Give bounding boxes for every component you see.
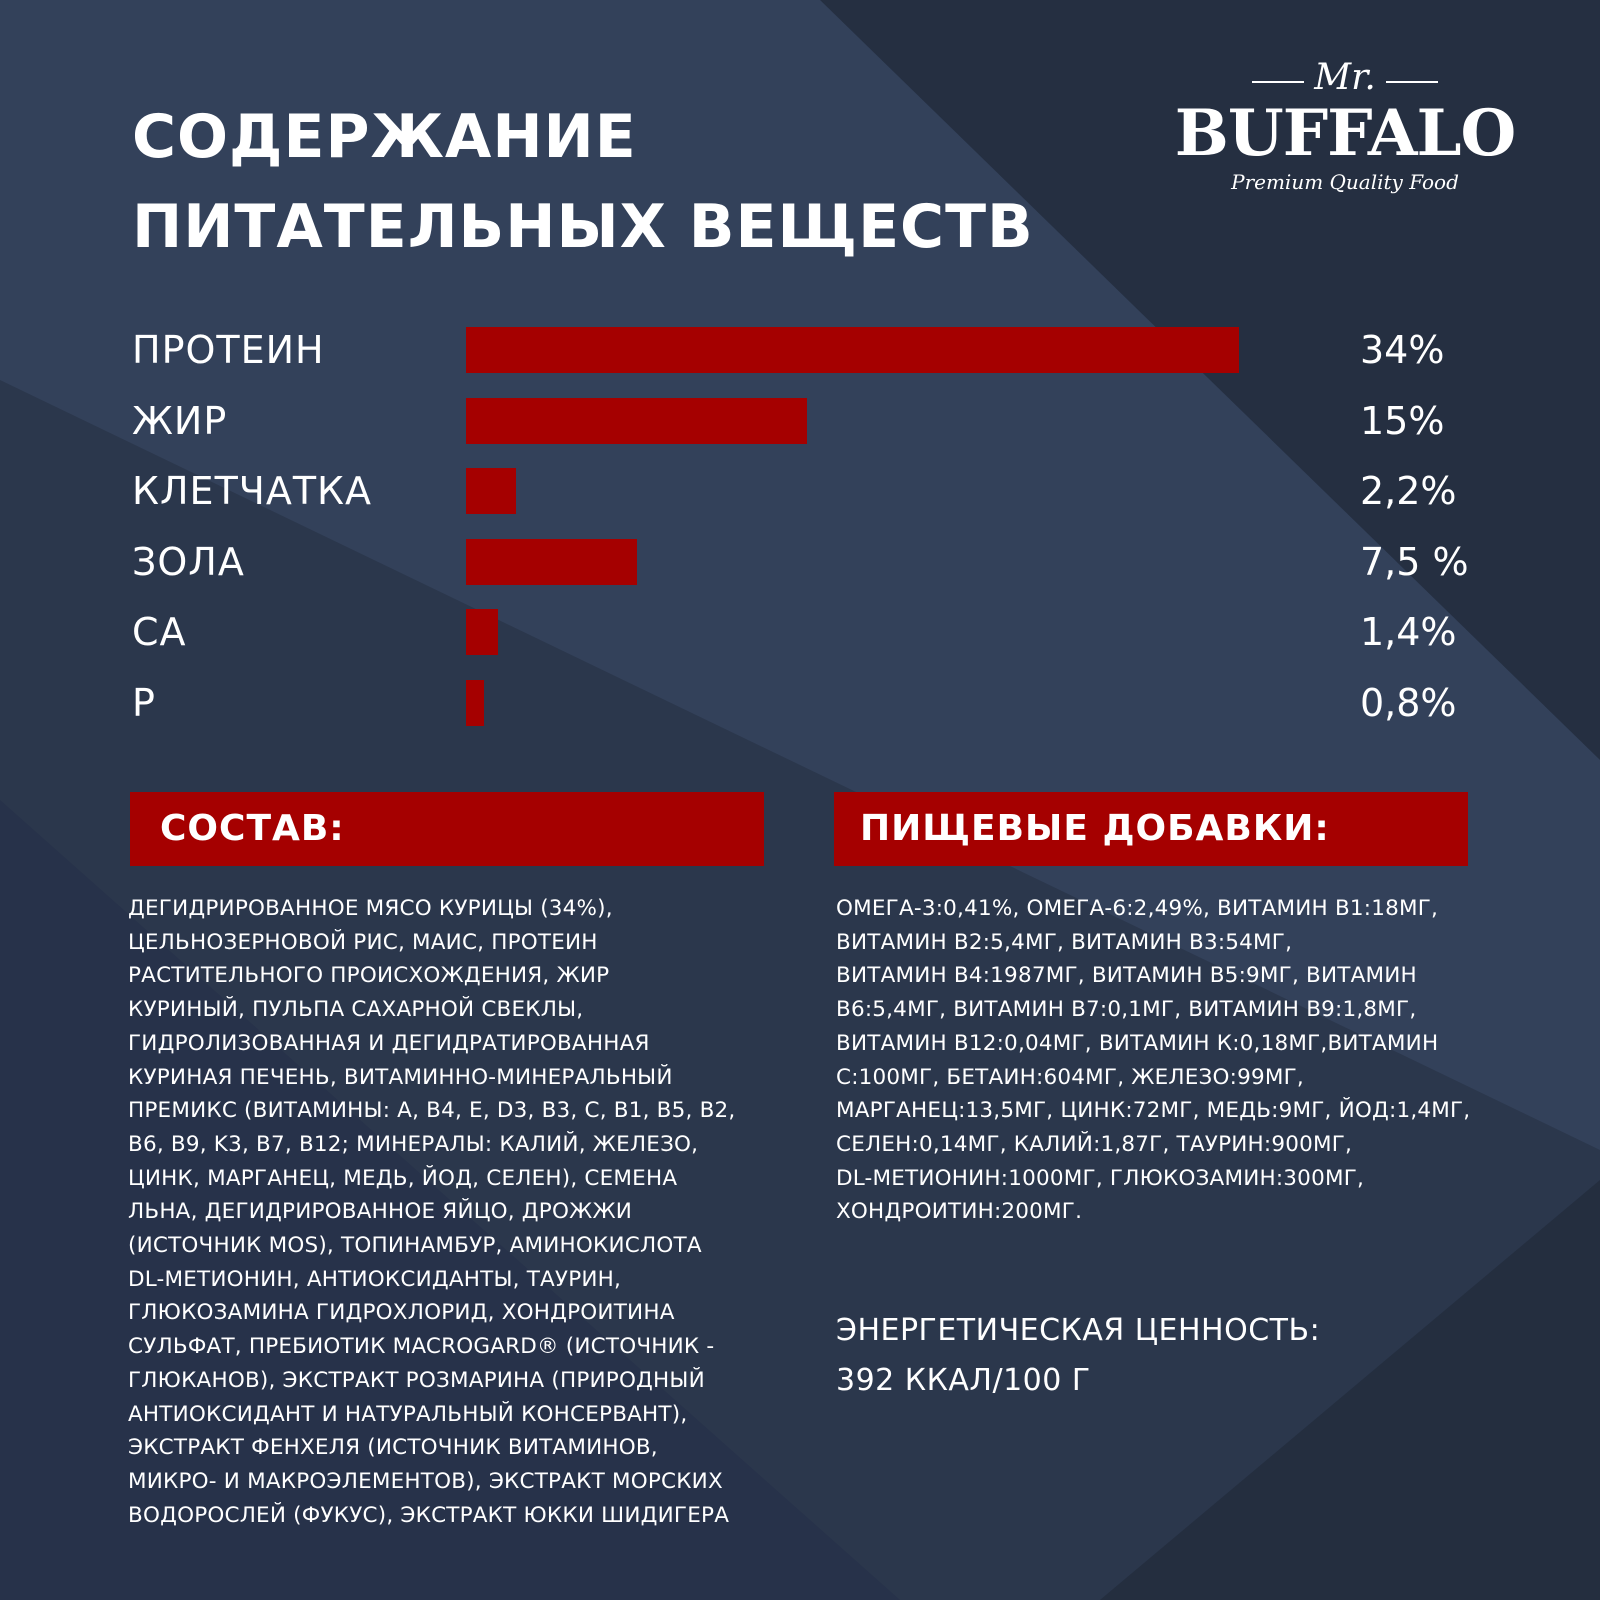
bar-1 (466, 327, 1239, 373)
bar-3 (466, 468, 516, 514)
title-line-1: СОДЕРЖАНИЕ (132, 102, 637, 172)
logo-rule-left (1252, 81, 1304, 83)
brand-logo: Mr. BUFFALO Premium Quality Food (1150, 55, 1540, 215)
logo-name: BUFFALO (1174, 96, 1516, 171)
energy-label: ЭНЕРГЕТИЧЕСКАЯ ЦЕННОСТЬ: (836, 1313, 1321, 1348)
bar-label-2: ЖИР (132, 399, 228, 443)
bar-value-label-2: 15% (1360, 399, 1445, 443)
title-line-2: ПИТАТЕЛЬНЫХ ВЕЩЕСТВ (132, 192, 1034, 262)
bar-4 (466, 539, 637, 585)
bar-label-4: ЗОЛА (132, 540, 245, 584)
bar-label-1: ПРОТЕИН (132, 328, 325, 372)
bar-label-5: CA (132, 610, 187, 654)
bar-value-label-1: 34% (1360, 328, 1445, 372)
bar-5 (466, 609, 498, 655)
logo-rule-right (1386, 81, 1438, 83)
bar-6 (466, 680, 484, 726)
nutrient-bar-chart: ПРОТЕИН 34% ЖИР 15% КЛЕТЧАТКА 2,2% ЗОЛА 7,5 % CA… (0, 0, 1600, 760)
bar-2 (466, 398, 807, 444)
composition-text: ДЕГИДРИРОВАННОЕ МЯСО КУРИЦЫ (34%), ЦЕЛЬН… (128, 896, 736, 1528)
logo-mr: Mr. (1314, 57, 1376, 98)
energy-value: 392 ККАЛ/100 Г (836, 1363, 1091, 1398)
logo-top-row: Mr. (1150, 55, 1540, 101)
composition-heading: СОСТАВ: (130, 792, 764, 866)
energy-value-block: ЭНЕРГЕТИЧЕСКАЯ ЦЕННОСТЬ: 392 ККАЛ/100 Г (836, 1306, 1476, 1406)
bar-value-label-4: 7,5 % (1360, 540, 1469, 584)
additives-heading: ПИЩЕВЫЕ ДОБАВКИ: (834, 792, 1468, 866)
bar-label-3: КЛЕТЧАТКА (132, 469, 373, 513)
bar-value-label-5: 1,4% (1360, 610, 1457, 654)
bar-value-label-3: 2,2% (1360, 469, 1457, 513)
bar-value-label-6: 0,8% (1360, 681, 1457, 725)
bar-label-6: P (132, 681, 156, 725)
logo-tagline: Premium Quality Food (1231, 170, 1459, 194)
additives-text: ОМЕГА-3:0,41%, ОМЕГА-6:2,49%, ВИТАМИН B1… (836, 896, 1471, 1225)
page-title: СОДЕРЖАНИЕ ПИТАТЕЛЬНЫХ ВЕЩЕСТВ (132, 92, 1034, 272)
